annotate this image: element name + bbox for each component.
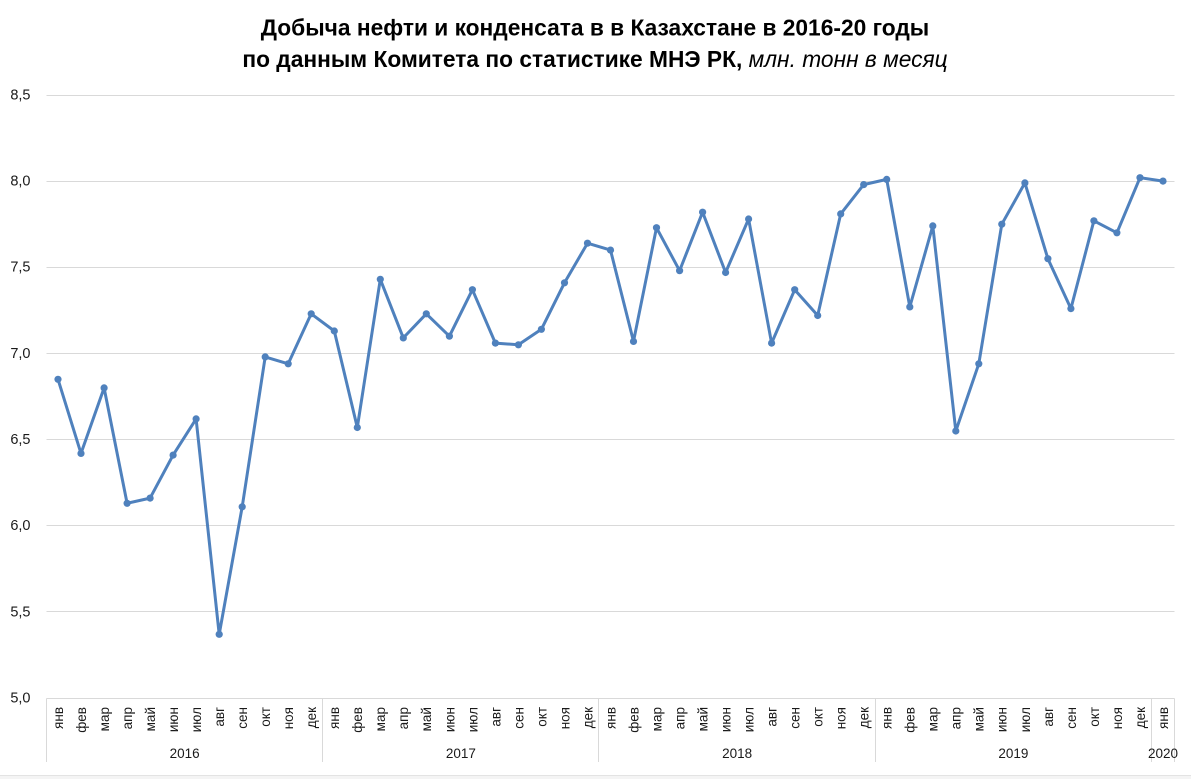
svg-text:янв: янв <box>327 707 342 729</box>
svg-text:ноя: ноя <box>1110 707 1125 729</box>
svg-text:апр: апр <box>396 707 411 729</box>
svg-text:по данным Комитета по статисти: по данным Комитета по статистике МНЭ РК,… <box>242 46 947 72</box>
svg-text:мар: мар <box>373 707 388 731</box>
svg-text:апр: апр <box>949 707 964 729</box>
svg-text:2019: 2019 <box>998 746 1028 761</box>
svg-text:июл: июл <box>465 707 480 732</box>
svg-text:янв: янв <box>1156 707 1171 729</box>
svg-text:2016: 2016 <box>170 746 200 761</box>
svg-text:янв: янв <box>603 707 618 729</box>
svg-text:апр: апр <box>120 707 135 729</box>
svg-text:май: май <box>696 707 711 731</box>
svg-text:сен: сен <box>511 707 526 729</box>
svg-text:ноя: ноя <box>281 707 296 729</box>
svg-text:авг: авг <box>1041 707 1056 727</box>
svg-text:дек: дек <box>580 707 595 728</box>
svg-text:мар: мар <box>926 707 941 731</box>
svg-text:мар: мар <box>649 707 664 731</box>
svg-text:окт: окт <box>534 707 549 727</box>
svg-text:фев: фев <box>350 707 365 733</box>
svg-text:фев: фев <box>626 707 641 733</box>
svg-text:5,5: 5,5 <box>10 604 30 620</box>
svg-text:2017: 2017 <box>446 746 476 761</box>
svg-text:ноя: ноя <box>557 707 572 729</box>
svg-text:авг: авг <box>212 707 227 727</box>
svg-text:июн: июн <box>995 707 1010 732</box>
svg-text:авг: авг <box>765 707 780 727</box>
svg-text:Добыча нефти и конденсата в в: Добыча нефти и конденсата в в Казахстане… <box>261 15 929 41</box>
svg-text:6,5: 6,5 <box>10 432 30 448</box>
svg-text:сен: сен <box>1064 707 1079 729</box>
svg-text:фев: фев <box>74 707 89 733</box>
svg-text:янв: янв <box>51 707 66 729</box>
svg-text:окт: окт <box>258 707 273 727</box>
svg-text:окт: окт <box>1087 707 1102 727</box>
svg-text:сен: сен <box>788 707 803 729</box>
svg-text:8,5: 8,5 <box>10 87 30 103</box>
svg-text:май: май <box>143 707 158 731</box>
svg-text:7,5: 7,5 <box>10 260 30 276</box>
svg-text:июн: июн <box>442 707 457 732</box>
svg-text:2018: 2018 <box>722 746 752 761</box>
svg-text:дек: дек <box>1133 707 1148 728</box>
svg-text:июл: июл <box>189 707 204 732</box>
svg-text:сен: сен <box>235 707 250 729</box>
svg-text:окт: окт <box>811 707 826 727</box>
svg-text:июл: июл <box>1018 707 1033 732</box>
svg-text:ноя: ноя <box>834 707 849 729</box>
svg-text:дек: дек <box>857 707 872 728</box>
svg-text:5,0: 5,0 <box>10 690 30 706</box>
svg-text:июл: июл <box>742 707 757 732</box>
svg-text:2020: 2020 <box>1148 746 1178 761</box>
svg-text:мар: мар <box>97 707 112 731</box>
svg-text:фев: фев <box>903 707 918 733</box>
svg-text:6,0: 6,0 <box>10 518 30 534</box>
svg-text:8,0: 8,0 <box>10 174 30 190</box>
svg-text:июн: июн <box>166 707 181 732</box>
svg-text:7,0: 7,0 <box>10 346 30 362</box>
svg-text:июн: июн <box>719 707 734 732</box>
svg-text:дек: дек <box>304 707 319 728</box>
svg-text:май: май <box>972 707 987 731</box>
svg-text:янв: янв <box>880 707 895 729</box>
svg-text:апр: апр <box>673 707 688 729</box>
svg-text:май: май <box>419 707 434 731</box>
svg-text:авг: авг <box>488 707 503 727</box>
